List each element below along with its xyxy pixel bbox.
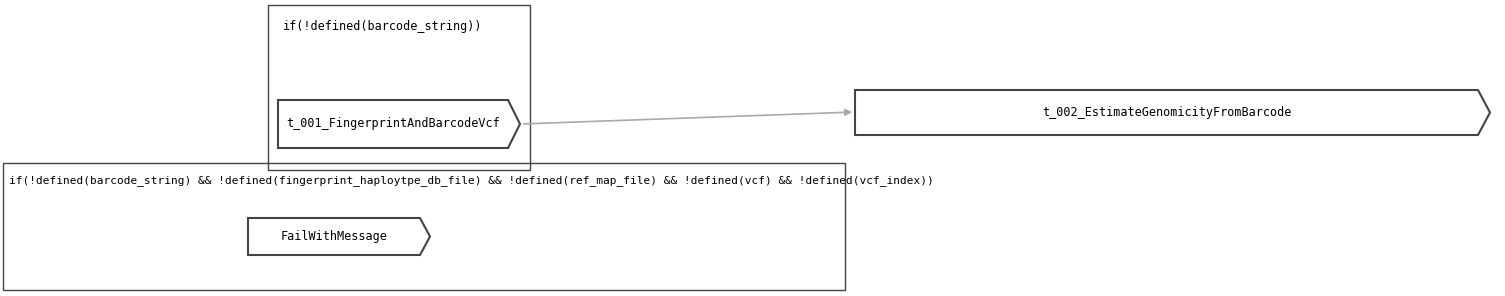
Text: FailWithMessage: FailWithMessage — [280, 230, 387, 243]
Text: t_002_EstimateGenomicityFromBarcode: t_002_EstimateGenomicityFromBarcode — [1041, 106, 1291, 119]
Bar — [268, 5, 530, 170]
Text: t_001_FingerprintAndBarcodeVcf: t_001_FingerprintAndBarcodeVcf — [286, 118, 500, 131]
Text: if(!defined(barcode_string) && !defined(fingerprint_haploytpe_db_file) && !defin: if(!defined(barcode_string) && !defined(… — [9, 175, 933, 186]
Text: if(!defined(barcode_string)): if(!defined(barcode_string)) — [283, 20, 483, 33]
Bar — [3, 163, 844, 290]
